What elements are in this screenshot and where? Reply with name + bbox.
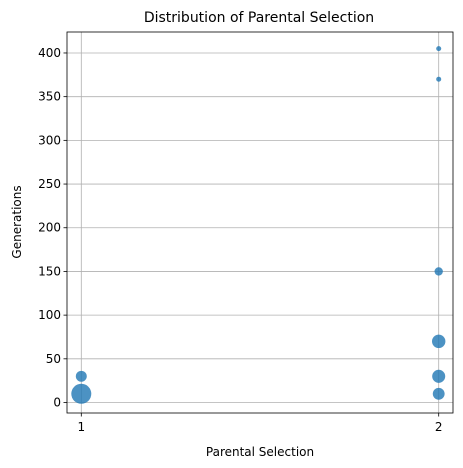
y-tick-label: 250 (38, 177, 61, 191)
data-point (436, 76, 442, 82)
plot-frame (66, 31, 454, 414)
data-point (431, 334, 446, 349)
x-axis-label: Parental Selection (206, 445, 314, 459)
data-point (432, 369, 446, 383)
y-tick-label: 300 (38, 133, 61, 147)
x-tick-label: 2 (435, 420, 443, 434)
data-point (432, 387, 445, 400)
data-points (71, 46, 446, 404)
y-tick-label: 50 (46, 352, 61, 366)
x-tick-label: 1 (77, 420, 85, 434)
data-point (436, 46, 442, 52)
data-point (71, 383, 92, 404)
grid (67, 32, 453, 413)
axis-ticks: 0 50 100 150 200 250 300 350 400 1 2 (38, 46, 442, 434)
y-tick-label: 0 (53, 396, 61, 410)
y-axis-label: Generations (10, 185, 24, 258)
y-tick-label: 400 (38, 46, 61, 60)
y-tick-label: 150 (38, 264, 61, 278)
y-tick-label: 200 (38, 221, 61, 235)
data-point (75, 370, 87, 382)
y-tick-label: 100 (38, 308, 61, 322)
y-tick-label: 350 (38, 90, 61, 104)
chart-title: Distribution of Parental Selection (144, 10, 374, 26)
data-point (434, 267, 443, 276)
